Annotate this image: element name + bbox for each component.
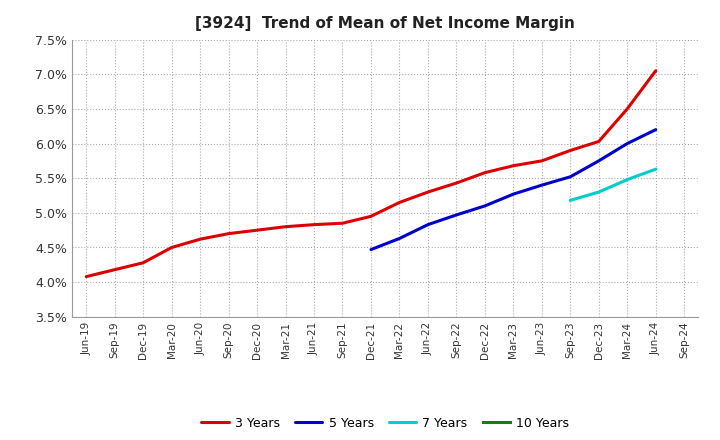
5 Years (538, 183, 546, 188)
5 Years (480, 203, 489, 209)
5 Years (452, 212, 461, 217)
3 Years (452, 180, 461, 186)
3 Years (395, 200, 404, 205)
3 Years (566, 148, 575, 153)
3 Years (253, 227, 261, 233)
3 Years (196, 237, 204, 242)
Line: 5 Years: 5 Years (371, 130, 656, 249)
5 Years (623, 141, 631, 146)
Title: [3924]  Trend of Mean of Net Income Margin: [3924] Trend of Mean of Net Income Margi… (195, 16, 575, 32)
7 Years (595, 189, 603, 194)
3 Years (366, 214, 375, 219)
7 Years (623, 177, 631, 182)
3 Years (310, 222, 318, 227)
3 Years (82, 274, 91, 279)
3 Years (480, 170, 489, 175)
3 Years (110, 267, 119, 272)
3 Years (167, 245, 176, 250)
5 Years (595, 158, 603, 164)
5 Years (652, 127, 660, 132)
3 Years (595, 139, 603, 144)
Line: 3 Years: 3 Years (86, 71, 656, 277)
Line: 7 Years: 7 Years (570, 169, 656, 200)
5 Years (423, 222, 432, 227)
3 Years (509, 163, 518, 169)
3 Years (139, 260, 148, 265)
5 Years (566, 174, 575, 180)
3 Years (225, 231, 233, 236)
Legend: 3 Years, 5 Years, 7 Years, 10 Years: 3 Years, 5 Years, 7 Years, 10 Years (196, 412, 575, 435)
3 Years (282, 224, 290, 229)
5 Years (366, 247, 375, 252)
7 Years (652, 167, 660, 172)
3 Years (623, 106, 631, 111)
3 Years (652, 68, 660, 73)
3 Years (338, 220, 347, 226)
5 Years (395, 236, 404, 241)
3 Years (423, 189, 432, 194)
5 Years (509, 191, 518, 197)
3 Years (538, 158, 546, 164)
7 Years (566, 198, 575, 203)
